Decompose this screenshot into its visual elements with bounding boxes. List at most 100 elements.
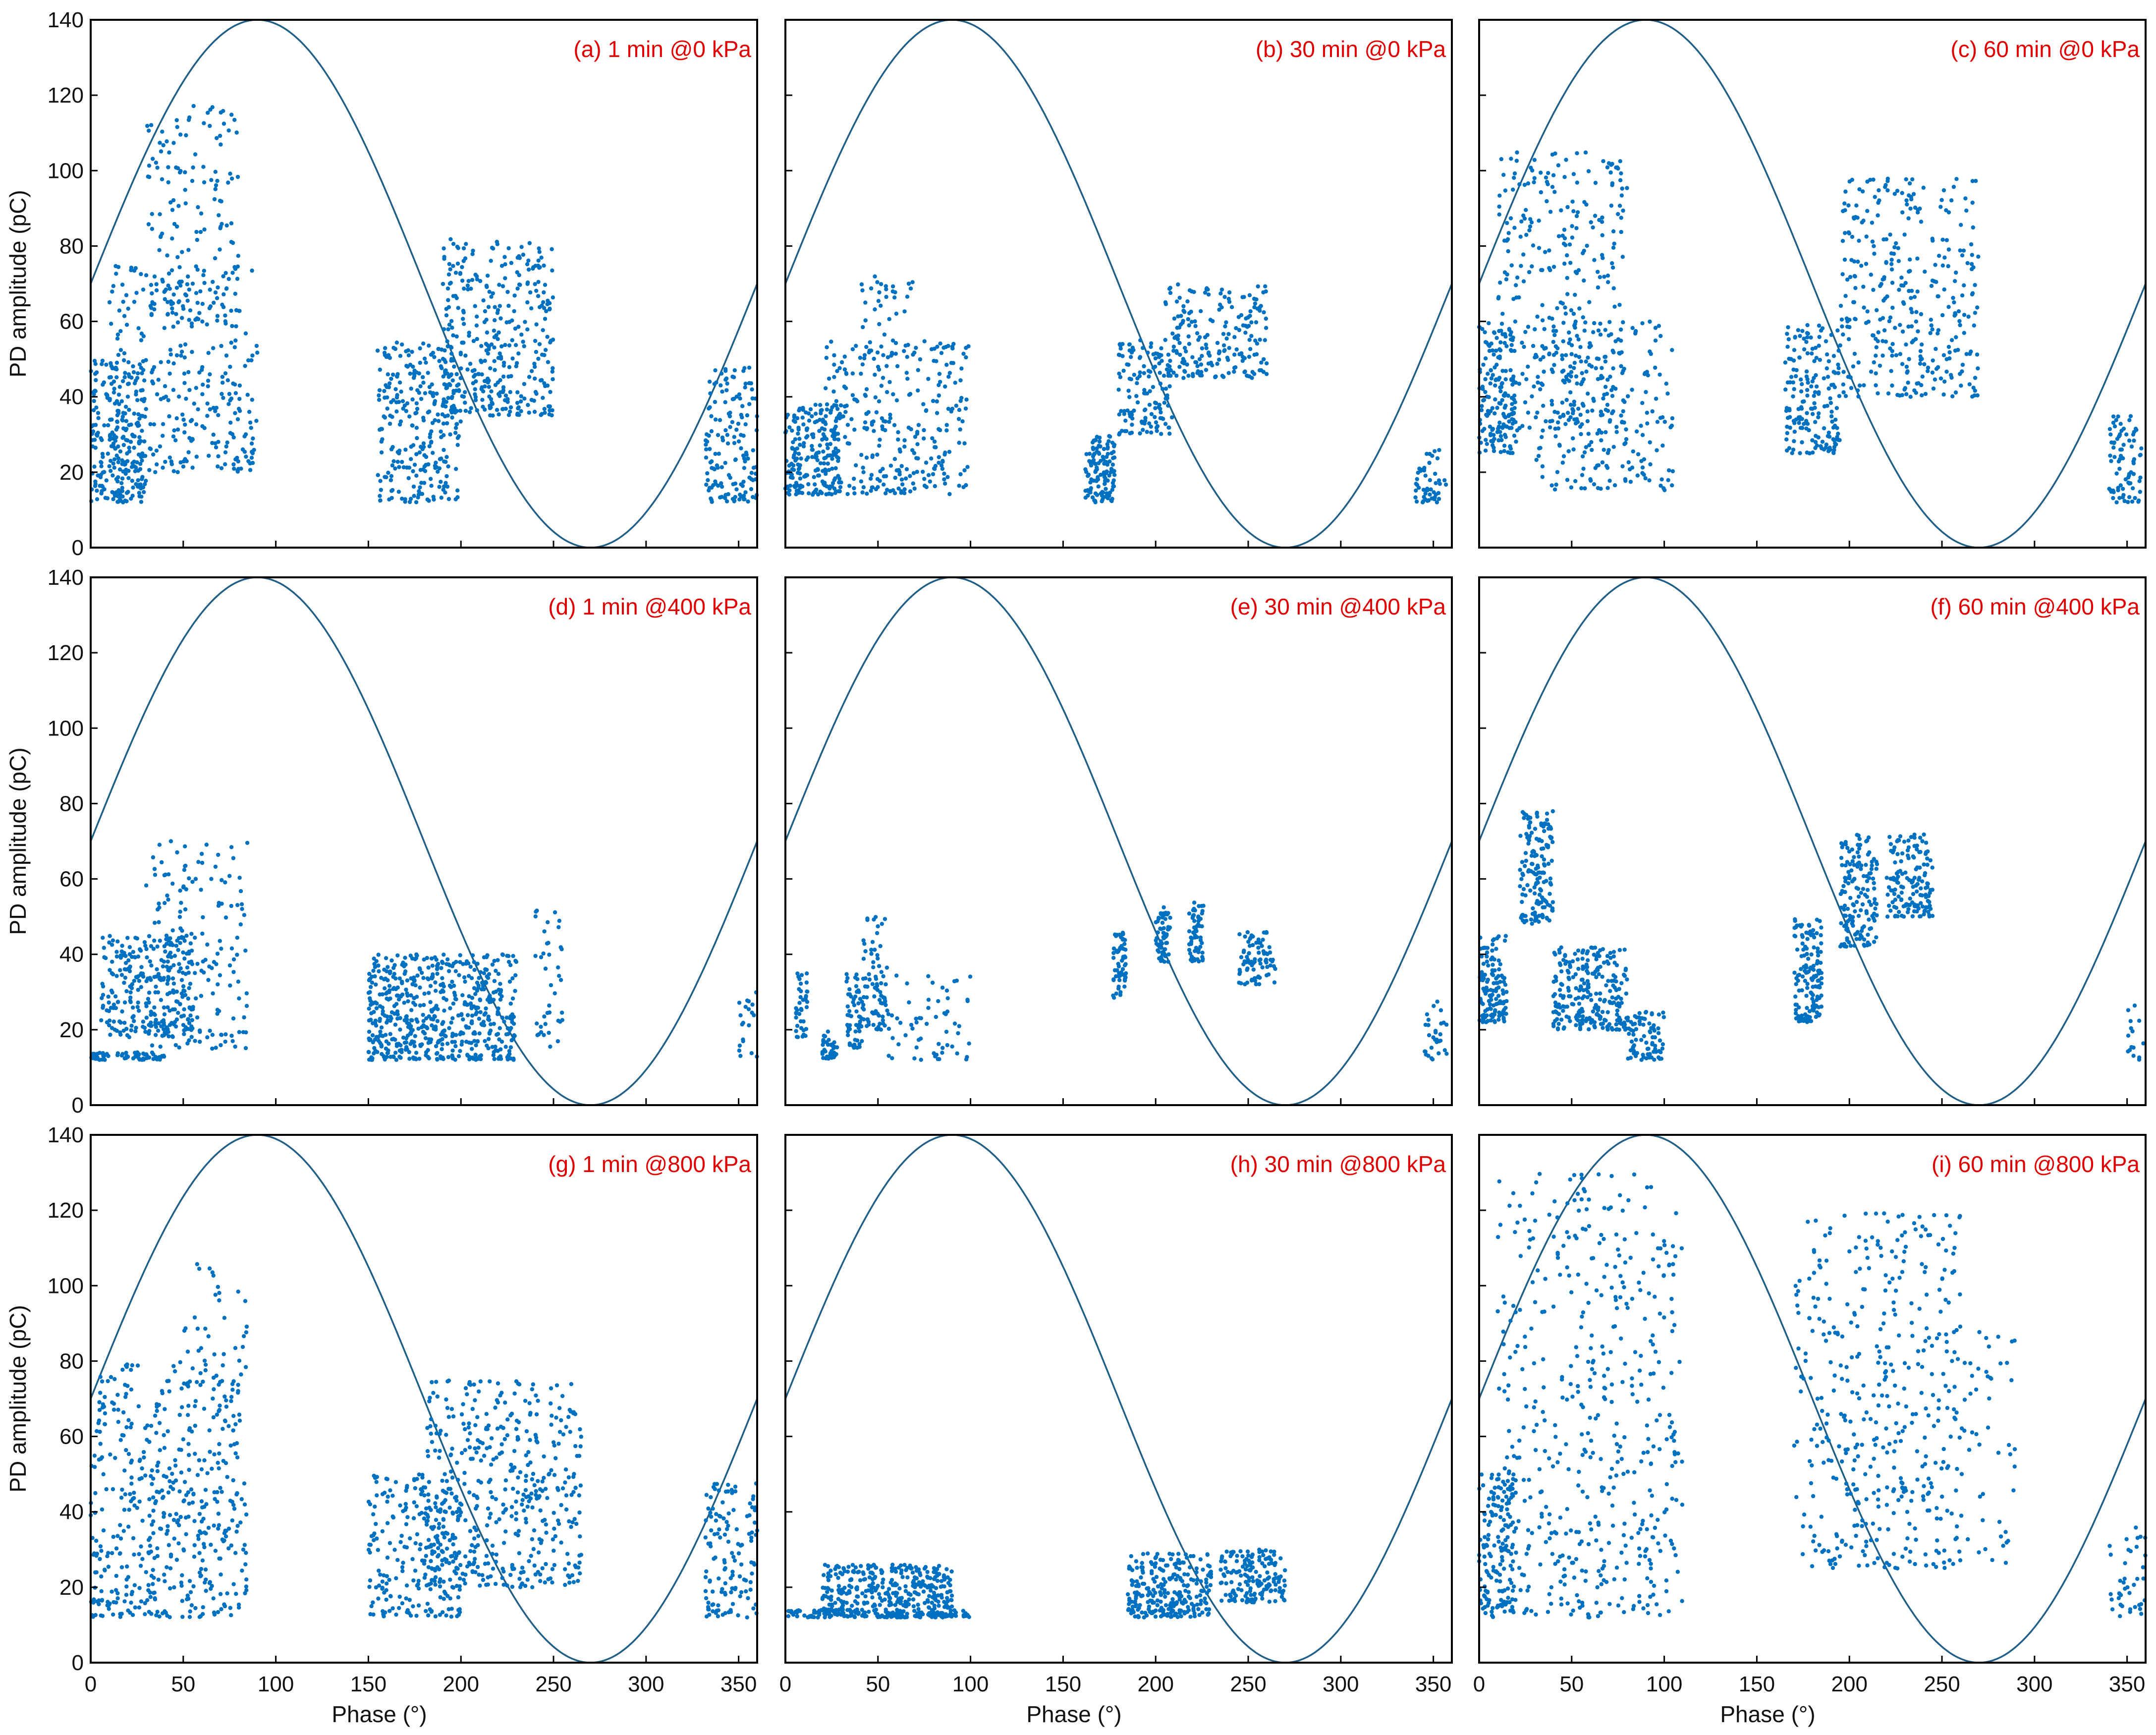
pd-point <box>1556 163 1561 168</box>
pd-point <box>188 941 193 946</box>
pd-point <box>187 876 191 881</box>
pd-point <box>507 1049 512 1053</box>
pd-point <box>1605 165 1610 169</box>
pd-point <box>166 398 170 402</box>
pd-point <box>1647 478 1652 483</box>
pd-point <box>238 922 243 927</box>
pd-point <box>149 978 153 982</box>
pd-point <box>902 309 907 314</box>
pd-point <box>1791 367 1796 372</box>
pd-point <box>1564 353 1568 357</box>
pd-point <box>1153 415 1157 419</box>
pd-point <box>1786 337 1791 341</box>
pd-point <box>833 466 838 470</box>
pd-point <box>187 1038 191 1043</box>
pd-point <box>1581 377 1586 382</box>
pd-point <box>399 1048 404 1052</box>
pd-point <box>179 900 183 905</box>
pd-point <box>183 1027 188 1032</box>
pd-point <box>500 407 505 411</box>
pd-point <box>442 484 446 489</box>
pd-point <box>808 407 813 412</box>
pd-point <box>208 1028 212 1033</box>
pd-point <box>173 438 178 443</box>
pd-point <box>915 430 920 434</box>
pd-point <box>798 476 803 481</box>
pd-point <box>184 133 188 138</box>
pd-point <box>136 1000 140 1005</box>
pd-point <box>1112 455 1117 460</box>
pd-point <box>1489 376 1494 381</box>
pd-point <box>459 366 463 371</box>
pd-point <box>1915 256 1920 261</box>
pd-point <box>870 420 875 425</box>
pd-point <box>1610 261 1614 266</box>
pd-point <box>490 1045 495 1049</box>
pd-point <box>1805 331 1810 336</box>
pd-point <box>1215 361 1219 366</box>
pd-point <box>900 482 905 487</box>
pd-point <box>1937 254 1941 258</box>
pd-point <box>1521 279 1526 283</box>
pd-point <box>131 1005 135 1010</box>
pd-point <box>1125 362 1129 367</box>
pd-point <box>481 389 486 393</box>
pd-point <box>1617 303 1622 307</box>
pd-point <box>904 467 909 471</box>
pd-point <box>963 406 968 411</box>
pd-point <box>1497 329 1501 334</box>
pd-point <box>1481 362 1486 367</box>
pd-point <box>720 438 725 443</box>
pd-point <box>1186 374 1191 378</box>
pd-point <box>422 991 427 996</box>
pd-point <box>881 376 885 380</box>
pd-point <box>519 399 523 404</box>
pd-point <box>132 1019 136 1023</box>
pd-point <box>220 302 224 307</box>
pd-point <box>1670 348 1674 352</box>
pd-point <box>485 274 490 278</box>
pd-point <box>453 271 458 275</box>
pd-point <box>1499 157 1503 162</box>
pd-point <box>212 300 216 305</box>
pd-point <box>171 469 176 473</box>
pd-point <box>426 965 431 970</box>
pd-point <box>1433 449 1437 453</box>
pd-point <box>1193 324 1198 329</box>
pd-point <box>1524 377 1529 382</box>
pd-point <box>450 1056 455 1061</box>
pd-point <box>132 446 136 450</box>
pd-point <box>1492 437 1496 441</box>
pd-point <box>902 438 907 443</box>
pd-point <box>903 343 908 348</box>
pd-point <box>199 211 204 216</box>
pd-point <box>521 339 525 344</box>
pd-point <box>1539 381 1544 386</box>
pd-point <box>473 395 478 399</box>
pd-point <box>1820 440 1825 444</box>
pd-point <box>126 958 131 963</box>
pd-point <box>830 466 834 471</box>
pd-point <box>2128 414 2133 418</box>
pd-point <box>1167 364 1172 369</box>
pd-point <box>149 306 154 310</box>
pd-point <box>100 451 105 456</box>
pd-point <box>154 1033 158 1037</box>
pd-point <box>393 1022 398 1027</box>
pd-point <box>1800 426 1804 430</box>
pd-point <box>134 421 139 426</box>
pd-point <box>926 377 931 381</box>
pd-point <box>107 1009 111 1013</box>
pd-point <box>726 473 731 477</box>
pd-point <box>485 967 489 972</box>
pd-point <box>394 400 399 404</box>
pd-point <box>1887 319 1891 324</box>
pd-point <box>182 371 187 376</box>
pd-point <box>237 309 242 313</box>
pd-point <box>163 872 168 877</box>
pd-point <box>1109 499 1114 504</box>
pd-point <box>458 408 463 413</box>
pd-point <box>883 428 887 433</box>
pd-point <box>1942 287 1946 292</box>
pd-point <box>421 341 426 346</box>
